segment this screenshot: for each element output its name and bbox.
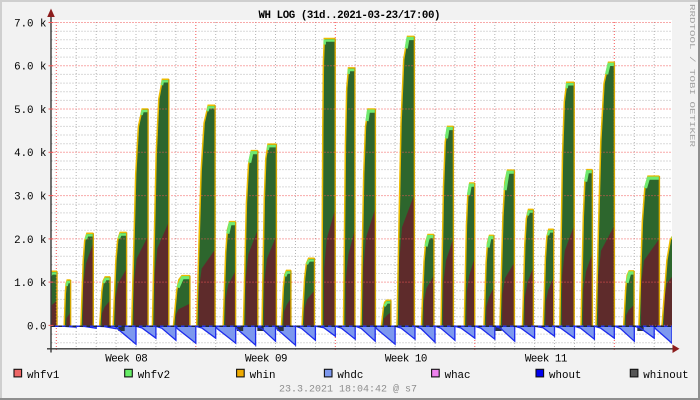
svg-text:whac: whac (445, 370, 471, 382)
svg-text:whinout: whinout (643, 370, 688, 382)
svg-text:1.0 k: 1.0 k (14, 278, 46, 290)
svg-text:23.3.2021 18:04:42 @ s7: 23.3.2021 18:04:42 @ s7 (279, 383, 417, 395)
svg-text:whdc: whdc (337, 370, 363, 382)
svg-text:7.0 k: 7.0 k (14, 18, 46, 30)
svg-text:WH LOG (31d..2021-03-23/17:00): WH LOG (31d..2021-03-23/17:00) (259, 10, 441, 22)
svg-text:2.0 k: 2.0 k (14, 235, 46, 247)
svg-text:4.0 k: 4.0 k (14, 148, 46, 160)
svg-text:RRDTOOL / TOBI OETIKER: RRDTOOL / TOBI OETIKER (687, 4, 695, 148)
svg-text:whin: whin (250, 370, 276, 382)
svg-text:whfv2: whfv2 (138, 370, 170, 382)
svg-text:whout: whout (549, 370, 581, 382)
svg-text:3.0 k: 3.0 k (14, 192, 46, 204)
svg-text:6.0 k: 6.0 k (14, 62, 46, 74)
svg-text:Week 09: Week 09 (245, 354, 288, 366)
svg-text:5.0 k: 5.0 k (14, 105, 46, 117)
svg-text:whfv1: whfv1 (27, 370, 59, 382)
svg-text:Week 10: Week 10 (385, 354, 428, 366)
svg-text:Week 11: Week 11 (525, 354, 568, 366)
svg-text:Week 08: Week 08 (105, 354, 148, 366)
svg-text:0.0: 0.0 (27, 321, 46, 333)
